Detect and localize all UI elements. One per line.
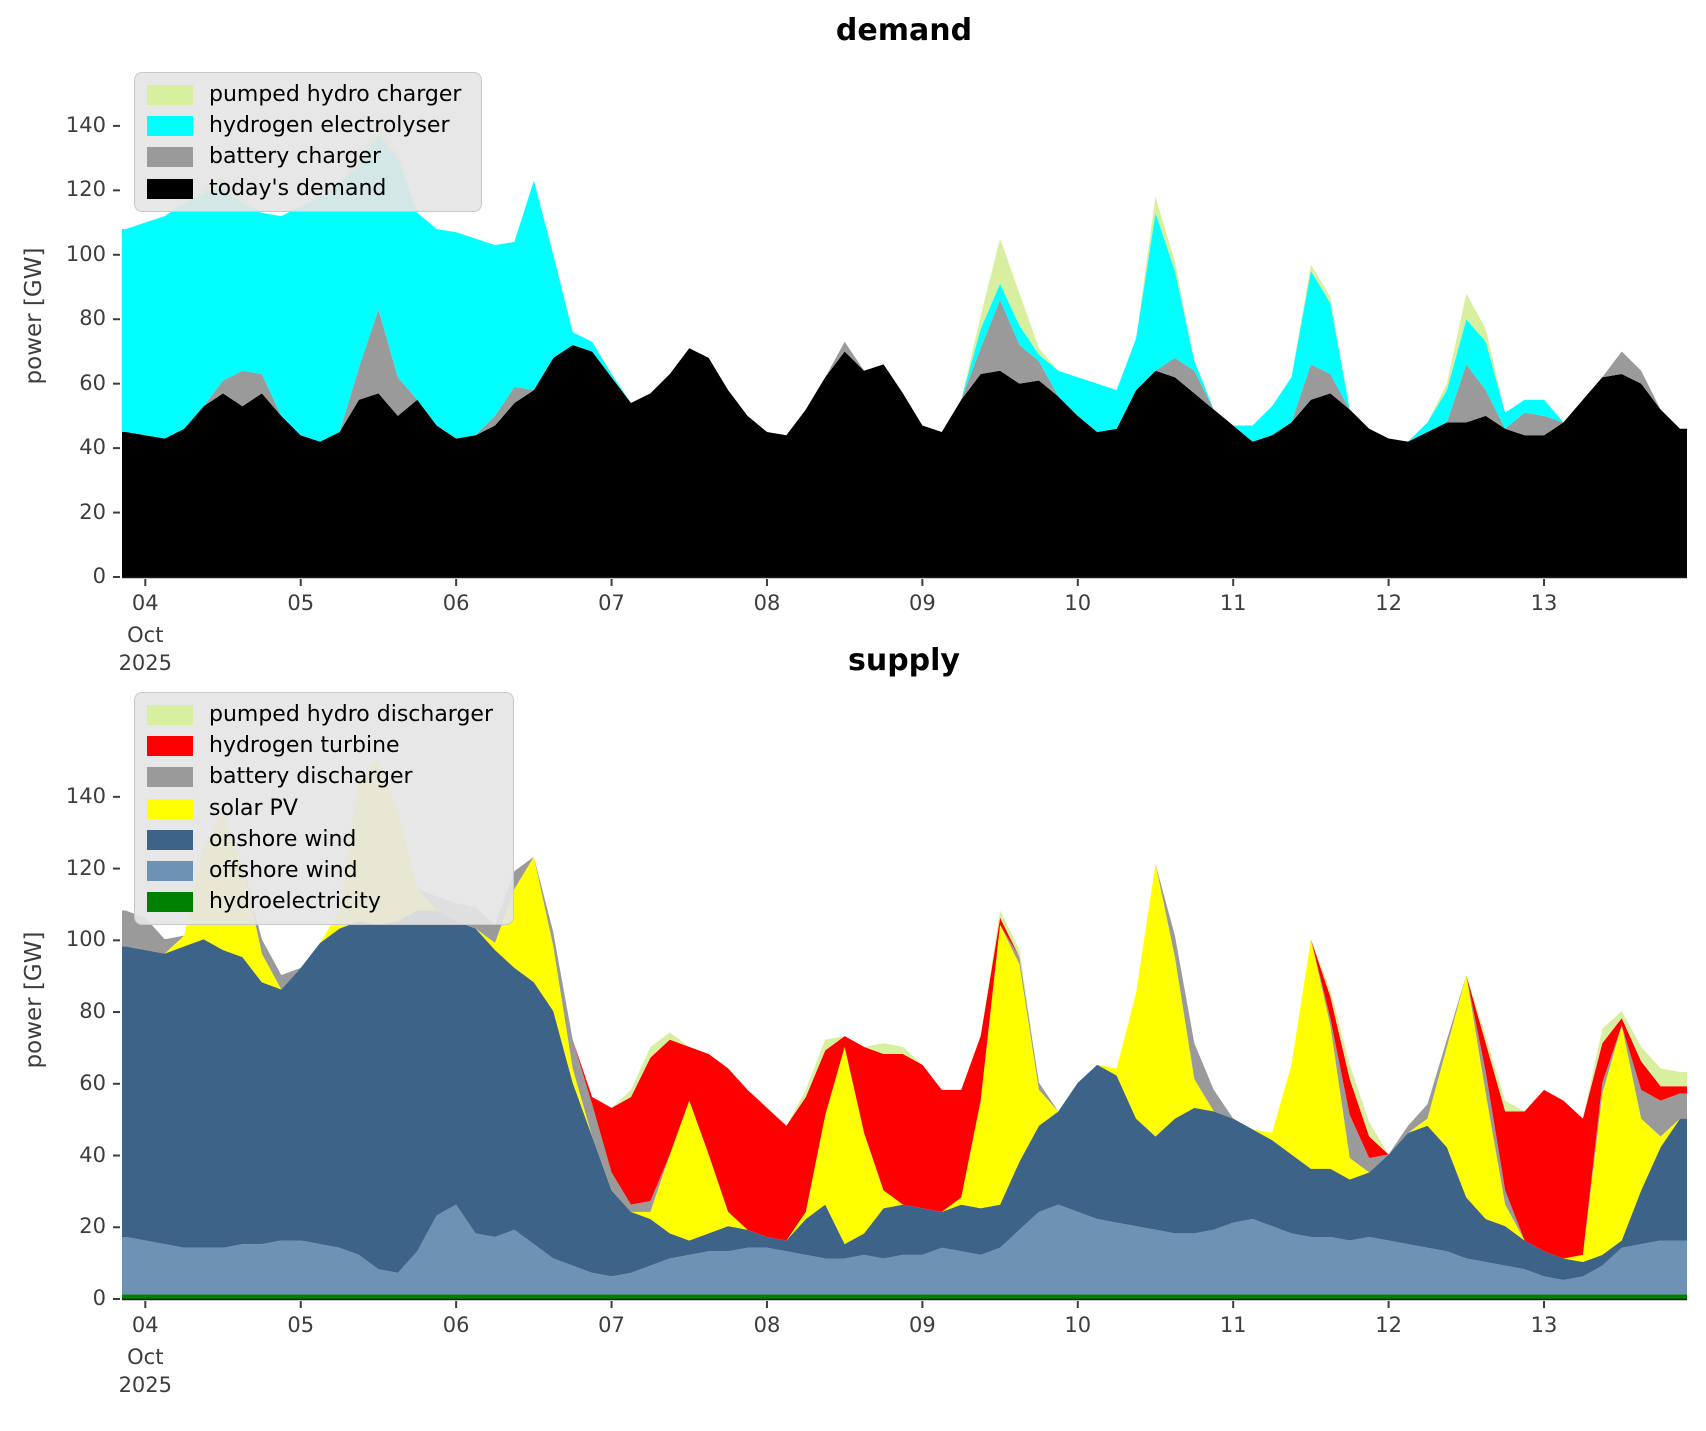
demand-legend-label-pumped-hydro-charger: pumped hydro charger xyxy=(209,82,462,107)
supply-legend-label-onshore-wind: onshore wind xyxy=(209,826,357,852)
supply-legend-item-hydroelectricity: hydroelectricity xyxy=(147,889,493,915)
supply-area-offshore-wind xyxy=(122,1204,1687,1295)
supply-legend-label-offshore-wind: offshore wind xyxy=(209,857,358,883)
demand-month-label: Oct xyxy=(127,623,164,647)
demand-x-tick-label-13: 13 xyxy=(1530,591,1558,615)
demand-legend-item-hydrogen-electrolyser: hydrogen electrolyser xyxy=(147,113,461,139)
supply-legend-item-pumped-hydro-discharger: pumped hydro discharger xyxy=(147,702,494,727)
supply-x-tick-label-08: 08 xyxy=(753,1313,781,1337)
demand-x-tick-label-09: 09 xyxy=(908,591,936,615)
supply-legend-label-pumped-hydro-discharger: pumped hydro discharger xyxy=(209,702,494,727)
supply-x-tick-label-13: 13 xyxy=(1530,1313,1558,1337)
demand-legend-label-battery-charger: battery charger xyxy=(209,144,382,170)
demand-chart-title: demand xyxy=(835,13,973,48)
supply-x-tick-label-04: 04 xyxy=(131,1313,159,1337)
demand-y-tick-label-80: 80 xyxy=(79,306,106,331)
demand-x-tick-label-08: 08 xyxy=(753,591,781,615)
supply-area-hydrogen-turbine xyxy=(122,759,1687,1259)
supply-legend-label-solar-pv: solar PV xyxy=(209,795,298,821)
demand-x-tick-label-12: 12 xyxy=(1375,591,1402,615)
supply-y-tick-label-20: 20 xyxy=(79,1214,106,1239)
supply-x-tick-label-11: 11 xyxy=(1219,1313,1247,1337)
supply-legend-item-hydrogen-turbine: hydrogen turbine xyxy=(147,733,493,759)
supply-legend: pumped hydro discharger hydrogen turbine b… xyxy=(134,692,515,926)
demand-x-tick-label-04: 04 xyxy=(131,591,159,615)
hydrogen-turbine-swatch-icon xyxy=(147,736,193,757)
demand-x-tick-label-10: 10 xyxy=(1064,591,1092,615)
supply-y-tick-label-40: 40 xyxy=(79,1142,106,1167)
demand-legend-label-today-s-demand: today's demand xyxy=(209,175,387,201)
supply-y-tick-label-60: 60 xyxy=(79,1070,106,1095)
demand-y-tick-label-20: 20 xyxy=(79,499,106,524)
supply-year-label: 2025 xyxy=(118,1373,173,1397)
solar-pv-swatch-icon xyxy=(147,798,193,819)
demand-y-tick-label-140: 140 xyxy=(65,112,106,137)
demand-legend-item-today-s-demand: today's demand xyxy=(147,175,461,201)
onshore-wind-swatch-icon xyxy=(147,829,193,850)
supply-y-tick-label-140: 140 xyxy=(65,783,106,808)
demand-y-tick-label-60: 60 xyxy=(79,370,106,395)
demand-x-tick-label-07: 07 xyxy=(598,591,625,615)
demand-area-hydrogen-electrolyser xyxy=(122,135,1687,442)
supply-y-tick-label-0: 0 xyxy=(92,1286,106,1310)
supply-x-tick-label-05: 05 xyxy=(287,1313,315,1337)
supply-legend-item-onshore-wind: onshore wind xyxy=(147,826,493,852)
battery-discharger-swatch-icon xyxy=(147,767,193,788)
supply-area-hydroelectricity xyxy=(122,1294,1687,1299)
demand-y-tick-label-40: 40 xyxy=(79,435,106,460)
supply-x-tick-label-07: 07 xyxy=(598,1313,625,1337)
supply-area-onshore-wind xyxy=(122,910,1687,1280)
demand-legend-item-battery-charger: battery charger xyxy=(147,145,461,169)
demand-legend-item-pumped-hydro-charger: pumped hydro charger xyxy=(147,82,462,107)
demand-area-today-s-demand xyxy=(122,345,1687,577)
demand-legend: pumped hydro charger hydrogen electrolyse… xyxy=(134,72,483,212)
supply-legend-label-hydroelectricity: hydroelectricity xyxy=(209,889,381,915)
demand-y-tick-label-100: 100 xyxy=(65,241,106,266)
demand-y-tick-label-120: 120 xyxy=(65,177,106,202)
demand-x-tick-label-05: 05 xyxy=(287,591,315,615)
supply-y-tick-label-120: 120 xyxy=(65,855,106,880)
today-s-demand-swatch-icon xyxy=(147,178,193,199)
supply-x-tick-label-09: 09 xyxy=(908,1313,936,1337)
pumped-hydro-charger-swatch-icon xyxy=(147,85,193,106)
supply-legend-item-solar-pv: solar PV xyxy=(147,795,493,821)
supply-area-solar-pv xyxy=(122,759,1687,1263)
supply-y-tick-label-100: 100 xyxy=(65,927,106,952)
supply-chart-title: supply xyxy=(847,643,960,678)
supply-x-tick-label-06: 06 xyxy=(442,1313,470,1337)
offshore-wind-swatch-icon xyxy=(147,861,193,882)
hydroelectricity-swatch-icon xyxy=(147,892,193,913)
demand-y-tick-label-0: 0 xyxy=(92,564,106,588)
pumped-hydro-discharger-swatch-icon xyxy=(147,705,193,726)
demand-x-tick-label-06: 06 xyxy=(442,591,470,615)
battery-charger-swatch-icon xyxy=(147,147,193,168)
supply-legend-item-offshore-wind: offshore wind xyxy=(147,857,493,883)
hydrogen-electrolyser-swatch-icon xyxy=(147,116,193,137)
supply-x-tick-label-10: 10 xyxy=(1064,1313,1092,1337)
supply-legend-item-battery-discharger: battery discharger xyxy=(147,765,493,789)
supply-legend-label-battery-discharger: battery discharger xyxy=(209,764,413,790)
demand-x-tick-label-11: 11 xyxy=(1219,591,1247,615)
supply-month-label: Oct xyxy=(127,1345,164,1369)
demand-legend-label-hydrogen-electrolyser: hydrogen electrolyser xyxy=(209,113,450,139)
supply-legend-label-hydrogen-turbine: hydrogen turbine xyxy=(209,733,400,759)
demand-area-battery-charger xyxy=(122,299,1687,442)
demand-year-label: 2025 xyxy=(118,651,173,675)
supply-y-tick-label-80: 80 xyxy=(79,999,106,1024)
supply-x-tick-label-12: 12 xyxy=(1375,1313,1402,1337)
